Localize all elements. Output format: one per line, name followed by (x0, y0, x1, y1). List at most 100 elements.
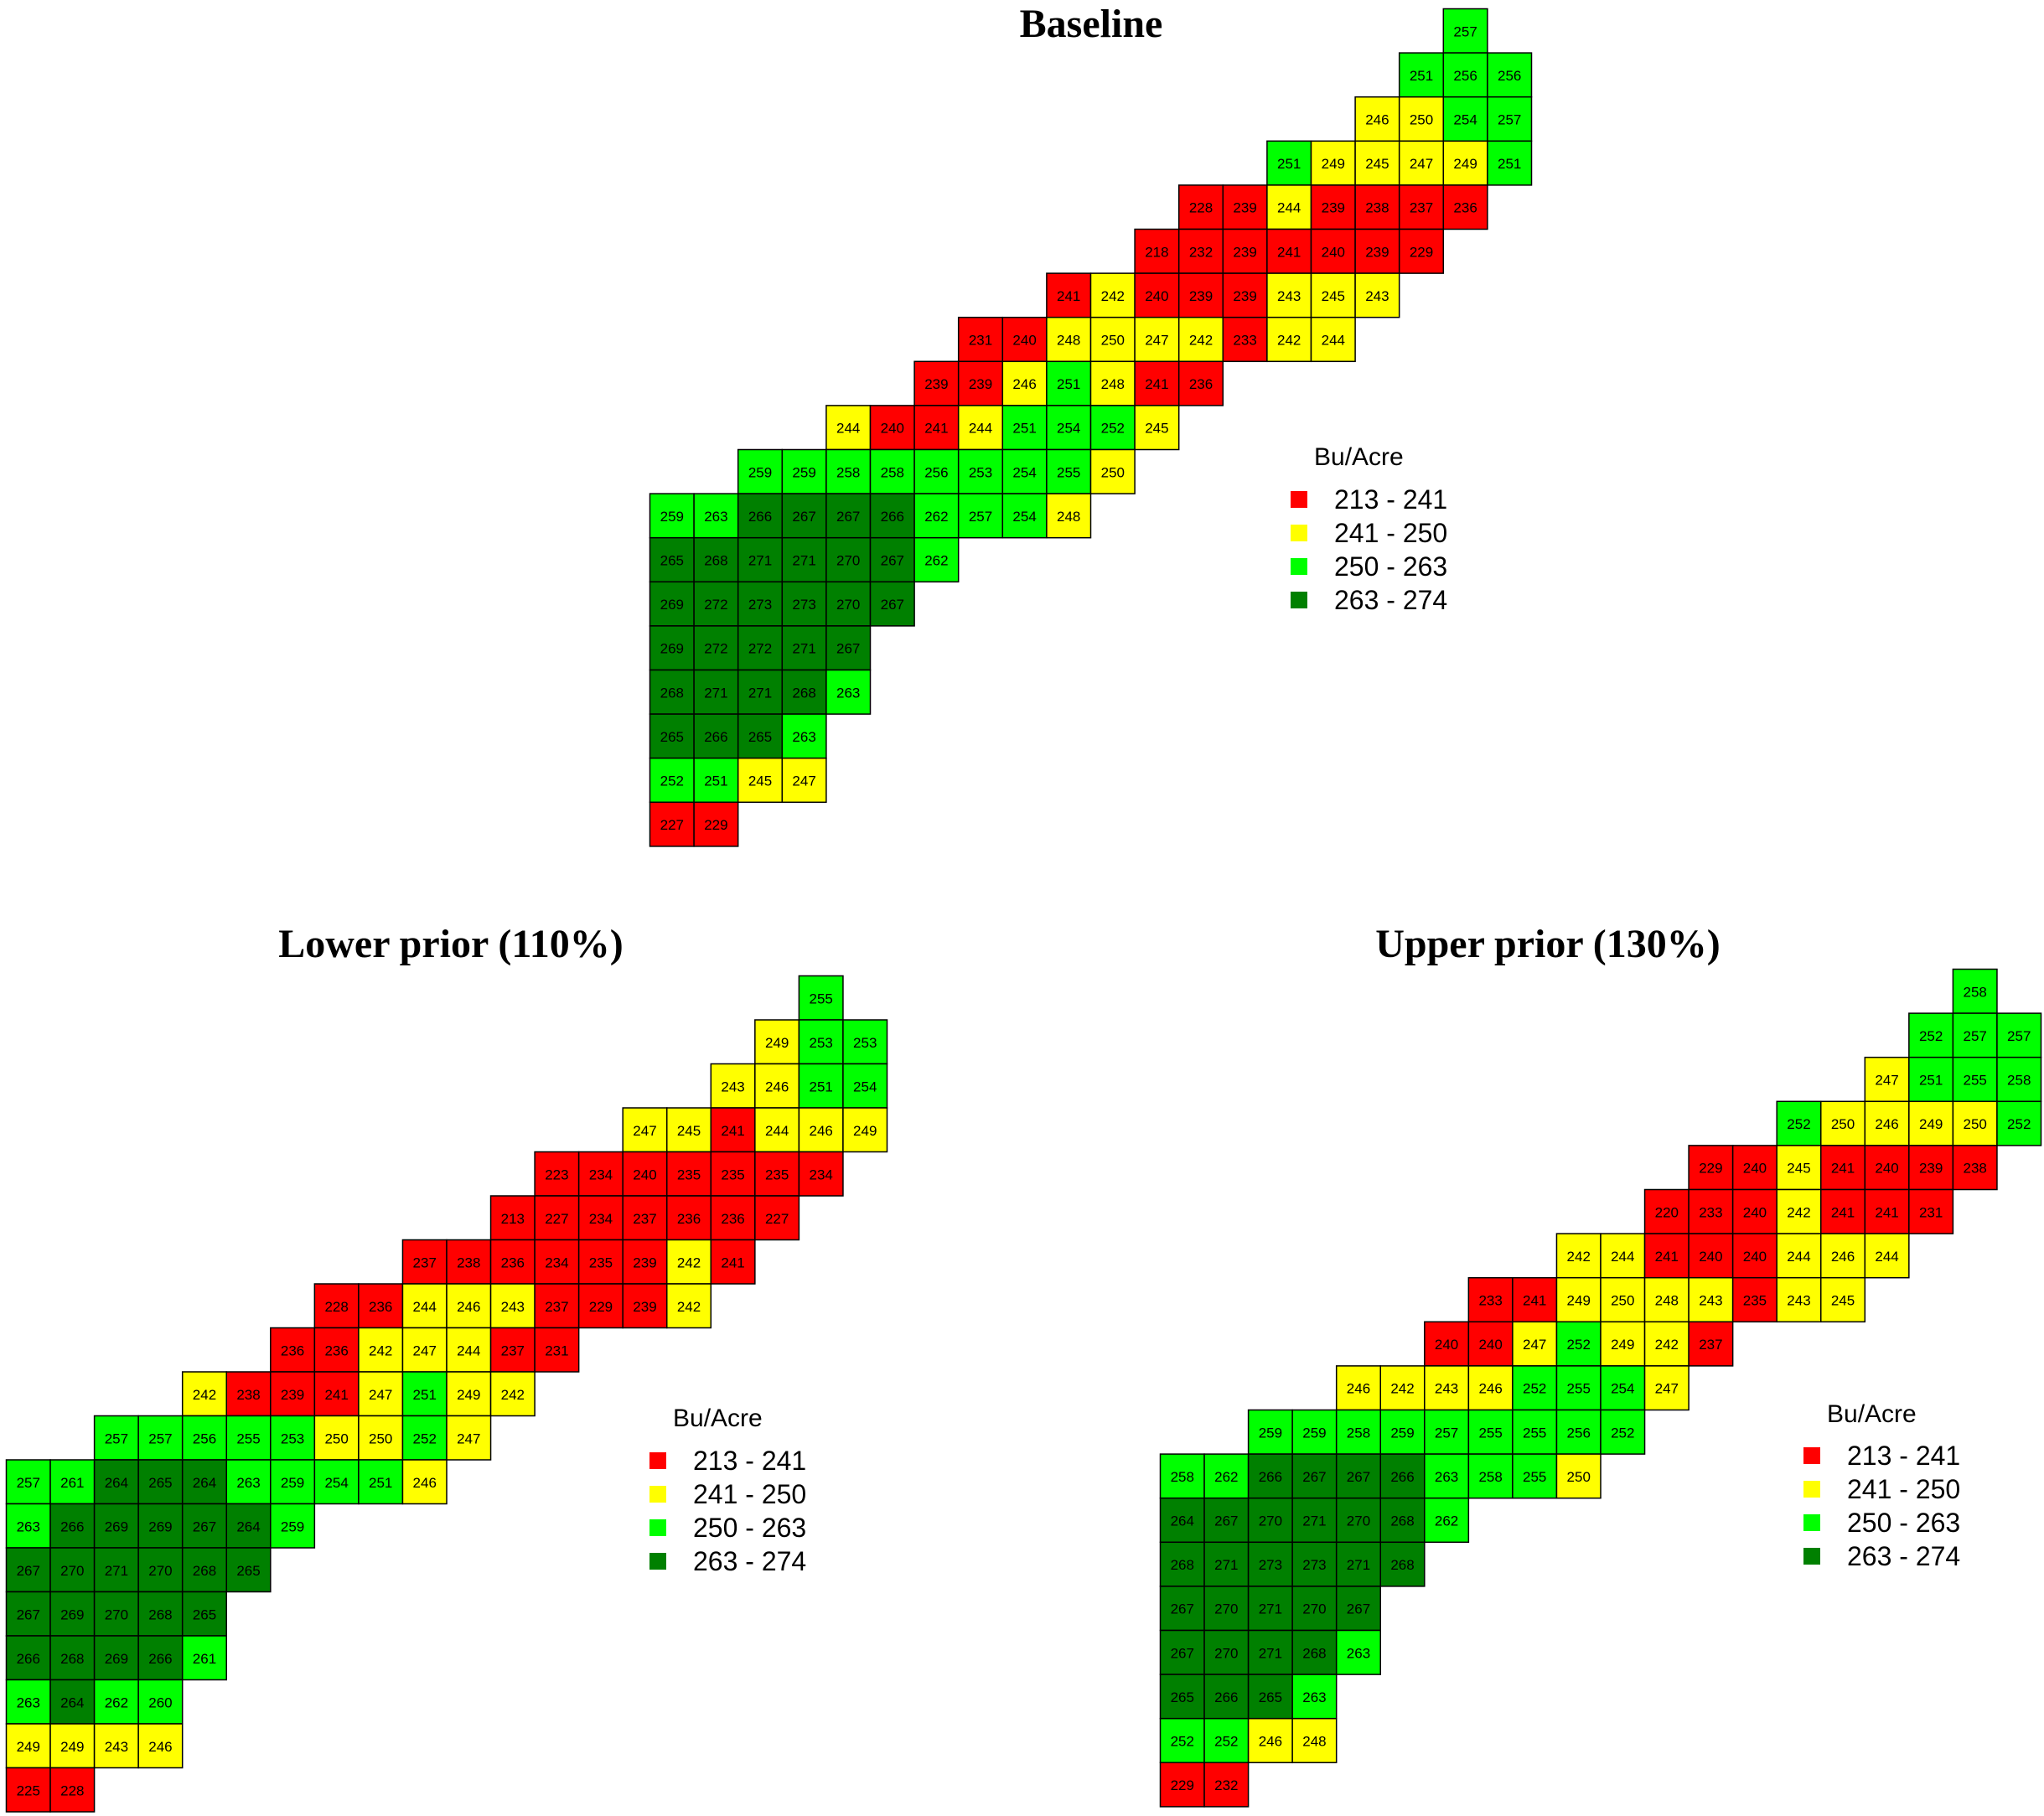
cell-fill (1908, 1188, 1954, 1234)
grid-cell: 266 (693, 713, 739, 759)
grid-cell: 241 (1820, 1145, 1866, 1191)
cell-value-label: 243 (1365, 288, 1389, 304)
cell-fill (693, 669, 739, 715)
cell-value-label: 263 (17, 1694, 40, 1710)
cell-value-label: 250 (1410, 112, 1433, 128)
grid-cell: 240 (1731, 1233, 1778, 1279)
cell-value-label: 255 (1478, 1425, 1502, 1441)
grid-cell: 267 (1159, 1629, 1205, 1675)
grid-cell: 254 (842, 1063, 888, 1109)
cell-value-label: 231 (1919, 1204, 1943, 1220)
cell-value-label: 233 (1699, 1204, 1722, 1220)
grid-cell: 250 (1820, 1100, 1866, 1146)
cell-fill (1310, 184, 1356, 230)
cell-value-label: 249 (1567, 1293, 1591, 1309)
cell-value-label: 220 (1655, 1204, 1679, 1220)
cell-value-label: 252 (1214, 1734, 1238, 1750)
grid-cell: 265 (225, 1547, 272, 1593)
cell-value-label: 266 (60, 1519, 84, 1534)
grid-cell: 241 (1046, 272, 1092, 318)
grid-cell: 259 (649, 493, 695, 539)
cell-value-label: 248 (1302, 1734, 1326, 1750)
grid-cell: 252 (649, 757, 695, 804)
grid-cell: 242 (358, 1327, 404, 1373)
cell-value-label: 243 (1787, 1293, 1810, 1309)
grid-cell: 271 (781, 536, 827, 583)
grid-cell: 257 (137, 1415, 184, 1461)
cell-value-label: 231 (969, 333, 992, 349)
legend-swatch (1291, 592, 1307, 608)
grid-cell: 249 (1908, 1100, 1954, 1146)
cell-fill (1820, 1100, 1866, 1146)
grid-cell: 271 (1203, 1541, 1250, 1587)
cell-fill (666, 1239, 712, 1285)
cell-value-label: 265 (1171, 1689, 1194, 1705)
grid-cell: 229 (577, 1283, 624, 1329)
cell-fill (1354, 272, 1400, 318)
cell-value-label: 259 (281, 1519, 304, 1534)
cell-value-label: 258 (1171, 1469, 1194, 1485)
grid-cell: 239 (1354, 228, 1400, 274)
grid-cell: 243 (1688, 1276, 1734, 1323)
grid-cell: 236 (489, 1239, 536, 1285)
grid-cell: 246 (1467, 1365, 1514, 1411)
cell-fill (869, 581, 915, 627)
cell-value-label: 271 (1259, 1645, 1282, 1661)
grid-cell: 268 (649, 669, 695, 715)
cell-fill (1379, 1453, 1426, 1499)
cell-value-label: 253 (809, 1035, 832, 1051)
grid-cell: 269 (137, 1503, 184, 1549)
grid-cell: 262 (913, 536, 960, 583)
grid-cell: 236 (1177, 360, 1224, 406)
cell-fill (1467, 1276, 1514, 1323)
cell-fill (313, 1371, 360, 1417)
grid-cell: 255 (225, 1415, 272, 1461)
cell-fill (737, 448, 784, 494)
cell-value-label: 247 (1145, 333, 1168, 349)
grid-cell: 267 (181, 1503, 227, 1549)
cell-fill (1134, 228, 1180, 274)
grid-cell: 243 (489, 1283, 536, 1329)
grid-cell: 246 (1247, 1717, 1293, 1764)
cell-value-label: 245 (1322, 288, 1345, 304)
grid-cell: 231 (534, 1327, 580, 1373)
cell-value-label: 244 (1875, 1249, 1898, 1265)
cell-value-label: 235 (721, 1167, 744, 1182)
grid-cell: 260 (137, 1679, 184, 1725)
cell-fill (1952, 968, 1998, 1014)
cell-fill (1864, 1188, 1910, 1234)
cell-value-label: 234 (589, 1167, 613, 1182)
cell-fill (666, 1107, 712, 1153)
legend-label: 263 - 274 (1334, 585, 1447, 615)
cell-fill (913, 536, 960, 583)
cell-fill (622, 1151, 668, 1197)
cell-value-label: 243 (1699, 1293, 1722, 1309)
grid-cell: 246 (798, 1107, 844, 1153)
grid-cell: 270 (1203, 1586, 1250, 1632)
cell-fill (781, 625, 827, 671)
grid-cell: 271 (693, 669, 739, 715)
cell-value-label: 261 (60, 1475, 84, 1491)
cell-value-label: 241 (1145, 376, 1168, 392)
grid-cell: 247 (401, 1327, 448, 1373)
grid-cell: 249 (754, 1019, 800, 1065)
cell-value-label: 271 (704, 685, 727, 701)
cell-fill (1291, 1453, 1338, 1499)
cell-fill (1203, 1674, 1250, 1720)
cell-value-label: 241 (1875, 1204, 1898, 1220)
cell-value-label: 246 (809, 1123, 832, 1139)
cell-value-label: 235 (677, 1167, 701, 1182)
grid-cell: 244 (1776, 1233, 1822, 1279)
cell-fill (270, 1459, 316, 1505)
grid-cell: 232 (1203, 1762, 1250, 1808)
cell-value-label: 249 (457, 1387, 480, 1403)
cell-value-label: 254 (1012, 509, 1036, 525)
cell-value-label: 241 (924, 421, 948, 437)
legend-label: 241 - 250 (693, 1479, 806, 1509)
cell-fill (710, 1195, 756, 1241)
cell-value-label: 236 (501, 1255, 525, 1270)
cell-value-label: 267 (17, 1606, 40, 1622)
cell-fill (1247, 1717, 1293, 1764)
cell-fill (1600, 1409, 1646, 1455)
